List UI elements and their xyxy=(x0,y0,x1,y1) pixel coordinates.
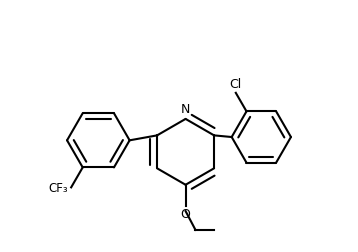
Text: CF₃: CF₃ xyxy=(48,181,68,194)
Text: N: N xyxy=(181,103,190,115)
Text: Cl: Cl xyxy=(230,78,242,91)
Text: O: O xyxy=(181,207,190,220)
